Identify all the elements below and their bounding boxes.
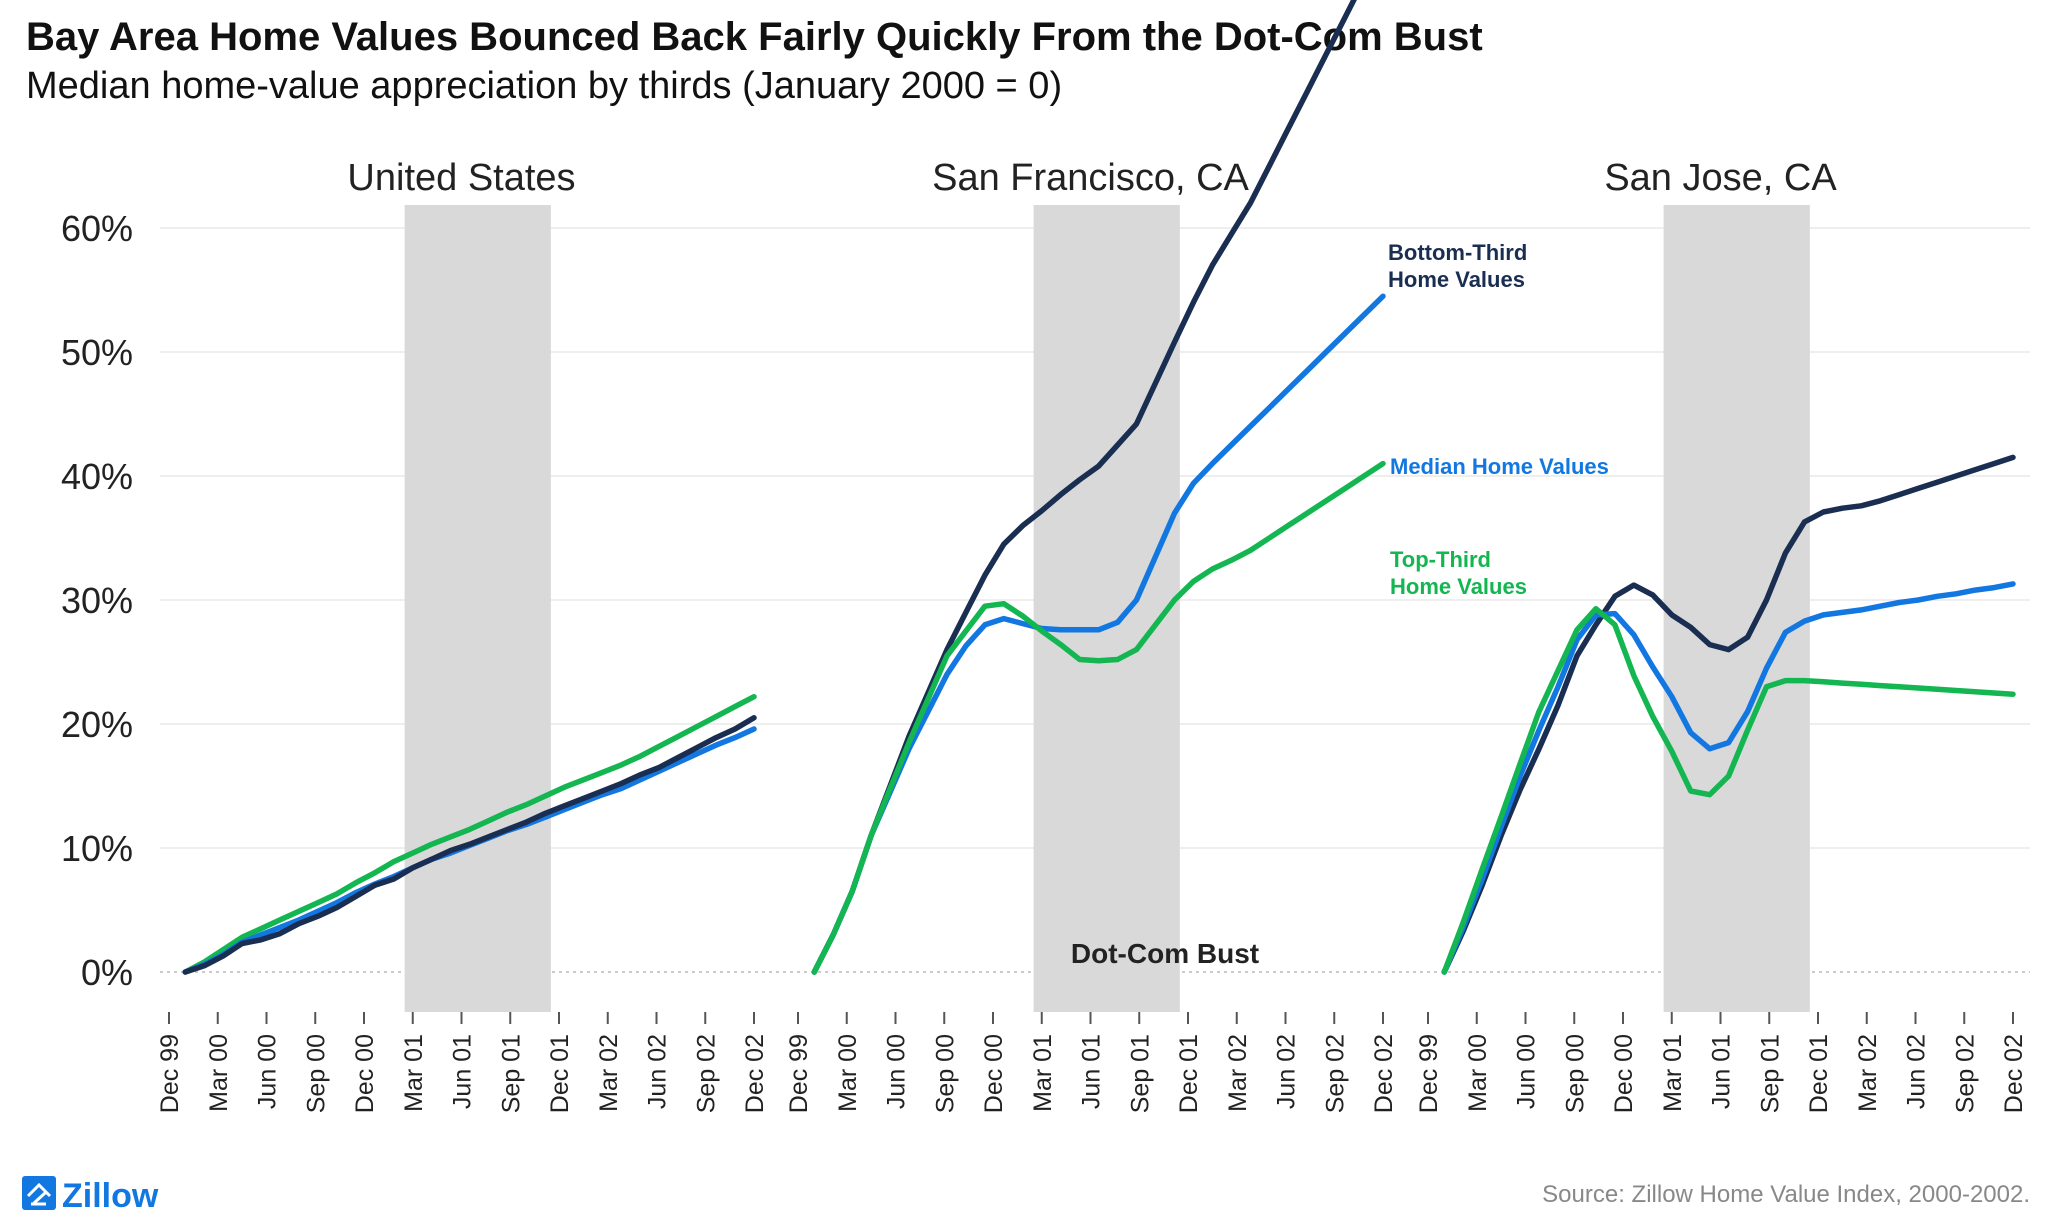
x-tick-label: Sep 01 [497,1034,525,1113]
panel-title: San Jose, CA [1604,157,1837,199]
series-line-top [182,693,757,975]
x-tick-label: Jun 01 [449,1034,477,1109]
x-tick-label: Dec 00 [980,1034,1008,1113]
x-tick-label: Jun 02 [644,1034,672,1109]
x-tick-label: Sep 01 [1756,1034,1784,1113]
dot-com-bust-shade [404,205,551,1012]
x-tick-label: Dec 02 [1370,1034,1398,1113]
x-tick-label: Jun 00 [883,1034,911,1109]
x-tick-label: Sep 02 [692,1034,720,1113]
x-tick-label: Dec 99 [785,1034,813,1113]
x-tick-label: Mar 00 [834,1034,862,1112]
series-line-top [811,460,1386,975]
zillow-logo-mark [26,1182,52,1206]
dot-com-bust-shade [1663,205,1810,1012]
label-layer: Bottom-Third Home Values Median Home Value… [1388,240,1609,599]
x-tick-label: Mar 00 [205,1034,233,1112]
series-line-bottom [182,715,757,975]
x-tick-label: Mar 02 [1224,1034,1252,1112]
y-tick-label: 40% [61,456,133,497]
dot-com-bust-shade [1033,205,1180,1012]
x-tick-label: Dec 01 [1805,1034,1833,1113]
series-layer [182,0,2016,975]
y-tick-label: 0% [81,952,133,993]
x-tick-label: Sep 00 [1561,1034,1589,1113]
series-label-bottom: Bottom-Third Home Values [1388,240,1527,292]
x-tick-label: Dec 00 [1610,1034,1638,1113]
x-tick-label: Mar 02 [1854,1034,1882,1112]
series-line-bottom [1441,454,2016,975]
x-tick-label: Sep 00 [931,1034,959,1113]
x-tick-label: Dec 01 [546,1034,574,1113]
chart-subtitle: Median home-value appreciation by thirds… [26,65,1062,107]
y-tick-label: 20% [61,704,133,745]
x-tick-label: Jun 02 [1273,1034,1301,1109]
dot-com-bust-label: Dot-Com Bust [1071,938,1259,969]
series-label-top: Top-Third Home Values [1390,547,1527,599]
x-tick-label: Mar 02 [595,1034,623,1112]
x-tick-label: Jun 01 [1708,1034,1736,1109]
series-line-median [1441,581,2016,975]
x-tick-label: Dec 00 [351,1034,379,1113]
shade-layer [404,205,1810,1012]
x-tick-label: Sep 01 [1126,1034,1154,1113]
x-tick-label: Jun 02 [1903,1034,1931,1109]
x-tick-label: Mar 01 [1029,1034,1057,1112]
axis-layer: 0% 10% 20% 30% 40% 50% 60% United States Dec 99 M… [61,157,2028,1113]
x-tick-label: Dec 99 [156,1034,184,1113]
x-tick-label: Mar 00 [1464,1034,1492,1112]
x-tick-label: Mar 01 [1659,1034,1687,1112]
x-tick-label: Dec 02 [2000,1034,2028,1113]
x-tick-label: Jun 00 [1513,1034,1541,1109]
x-tick-label: Jun 01 [1078,1034,1106,1109]
x-tick-label: Sep 02 [1951,1034,1979,1113]
y-tick-label: 10% [61,828,133,869]
panel-title: San Francisco, CA [932,157,1249,199]
panel-title: United States [347,157,575,199]
x-tick-label: Dec 99 [1415,1034,1443,1113]
zillow-logo-icon [22,1176,56,1210]
y-tick-label: 30% [61,580,133,621]
zillow-logo-text: Zillow [62,1177,159,1215]
source-note: Source: Zillow Home Value Index, 2000-20… [1542,1181,2030,1208]
y-tick-label: 60% [61,208,133,249]
y-tick-label: 50% [61,332,133,373]
x-tick-label: Sep 02 [1321,1034,1349,1113]
chart-title: Bay Area Home Values Bounced Back Fairly… [26,15,1483,59]
zillow-logo: Zillow [22,1176,159,1215]
x-tick-label: Dec 01 [1175,1034,1203,1113]
x-tick-label: Sep 00 [302,1034,330,1113]
series-line-top [1441,605,2016,975]
x-tick-label: Jun 00 [254,1034,282,1109]
series-label-median: Median Home Values [1390,454,1609,479]
x-tick-label: Mar 01 [400,1034,428,1112]
x-tick-label: Dec 02 [741,1034,769,1113]
